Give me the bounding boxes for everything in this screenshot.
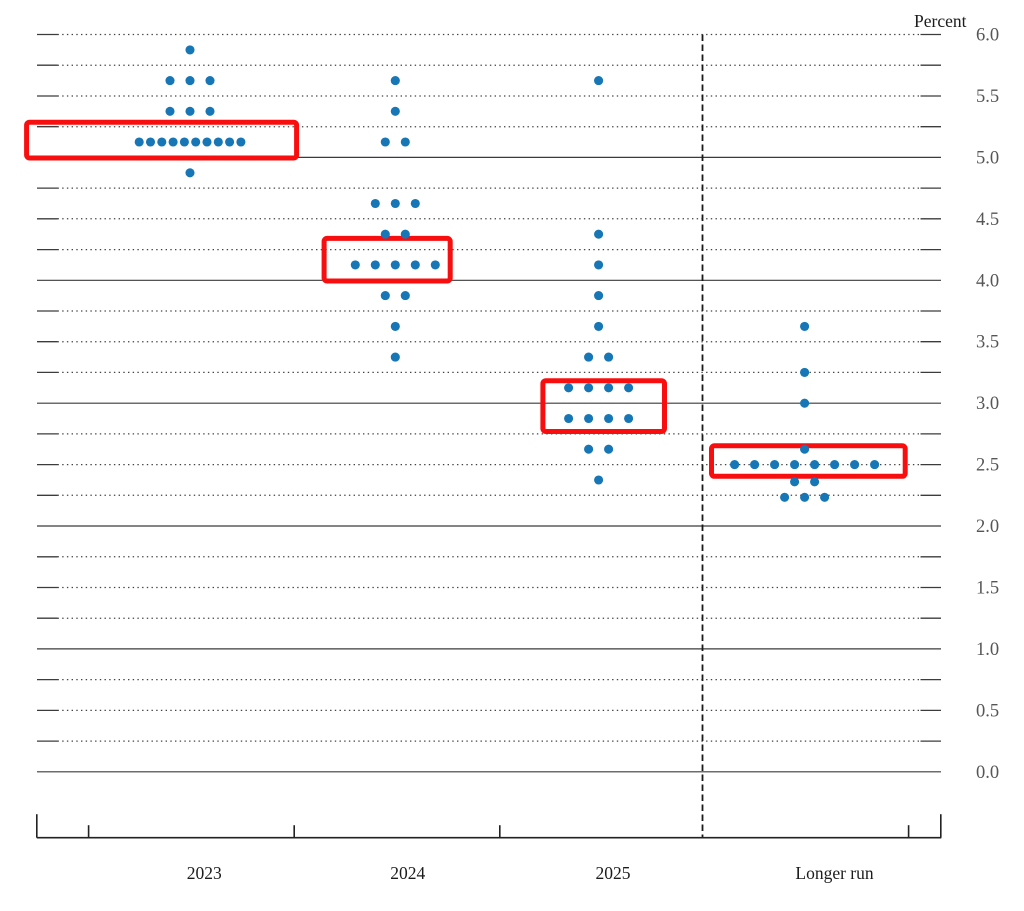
svg-text:4.0: 4.0 [976, 271, 999, 291]
svg-text:1.5: 1.5 [976, 579, 999, 599]
svg-text:2024: 2024 [390, 863, 425, 883]
svg-text:5.5: 5.5 [976, 87, 999, 107]
svg-text:2.5: 2.5 [976, 456, 999, 476]
svg-text:0.0: 0.0 [976, 763, 999, 783]
svg-text:6.0: 6.0 [976, 26, 999, 46]
svg-text:Percent: Percent [914, 11, 967, 31]
svg-text:5.0: 5.0 [976, 148, 999, 168]
svg-text:Longer run: Longer run [795, 863, 873, 883]
svg-text:2025: 2025 [596, 863, 631, 883]
svg-text:0.5: 0.5 [976, 701, 999, 721]
svg-text:3.5: 3.5 [976, 333, 999, 353]
svg-text:2.0: 2.0 [976, 517, 999, 537]
svg-text:1.0: 1.0 [976, 640, 999, 660]
svg-text:4.5: 4.5 [976, 210, 999, 230]
svg-text:2023: 2023 [187, 863, 222, 883]
svg-text:3.0: 3.0 [976, 394, 999, 414]
